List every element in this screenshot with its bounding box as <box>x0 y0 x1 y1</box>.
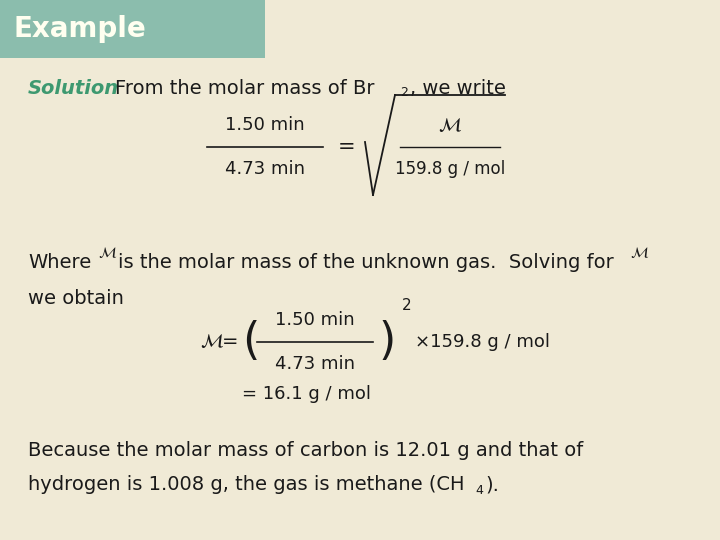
Text: 4.73 min: 4.73 min <box>225 160 305 178</box>
Text: we obtain: we obtain <box>28 288 124 307</box>
Text: 2: 2 <box>400 85 408 98</box>
Bar <box>0 0 265 58</box>
Text: is the molar mass of the unknown gas.  Solving for: is the molar mass of the unknown gas. So… <box>118 253 613 272</box>
Text: =: = <box>338 137 356 157</box>
Text: 2: 2 <box>402 299 412 314</box>
Text: 4.73 min: 4.73 min <box>275 355 355 373</box>
Text: = 16.1 g / mol: = 16.1 g / mol <box>242 385 371 403</box>
Text: 4: 4 <box>475 483 483 496</box>
Text: hydrogen is 1.008 g, the gas is methane (CH: hydrogen is 1.008 g, the gas is methane … <box>28 476 464 495</box>
Text: From the molar mass of Br: From the molar mass of Br <box>115 78 374 98</box>
Text: Because the molar mass of carbon is 12.01 g and that of: Because the molar mass of carbon is 12.0… <box>28 441 583 460</box>
Text: =: = <box>222 333 238 352</box>
Text: Solution: Solution <box>28 78 119 98</box>
Text: , we write: , we write <box>410 78 506 98</box>
Text: 1.50 min: 1.50 min <box>225 116 305 134</box>
Text: Where: Where <box>28 253 91 272</box>
Text: ): ) <box>378 321 395 363</box>
Text: $\mathcal{M}$: $\mathcal{M}$ <box>200 333 224 352</box>
Text: 1.50 min: 1.50 min <box>275 311 355 329</box>
Text: $\mathcal{M}$: $\mathcal{M}$ <box>438 116 462 134</box>
Text: ×159.8 g / mol: ×159.8 g / mol <box>415 333 550 351</box>
Text: $\mathcal{M}$: $\mathcal{M}$ <box>630 245 649 260</box>
Text: $\mathcal{M}$: $\mathcal{M}$ <box>98 245 117 260</box>
Text: (: ( <box>242 321 259 363</box>
Text: 159.8 g / mol: 159.8 g / mol <box>395 160 505 178</box>
Text: Example: Example <box>14 15 147 43</box>
Text: ).: ). <box>485 476 499 495</box>
